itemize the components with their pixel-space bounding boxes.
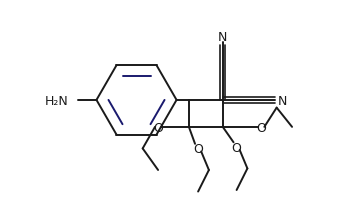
Text: O: O — [153, 122, 163, 135]
Text: O: O — [232, 142, 242, 155]
Text: N: N — [218, 31, 227, 44]
Text: N: N — [278, 95, 288, 108]
Text: H₂N: H₂N — [45, 95, 69, 108]
Text: O: O — [256, 122, 266, 135]
Text: O: O — [193, 143, 203, 156]
